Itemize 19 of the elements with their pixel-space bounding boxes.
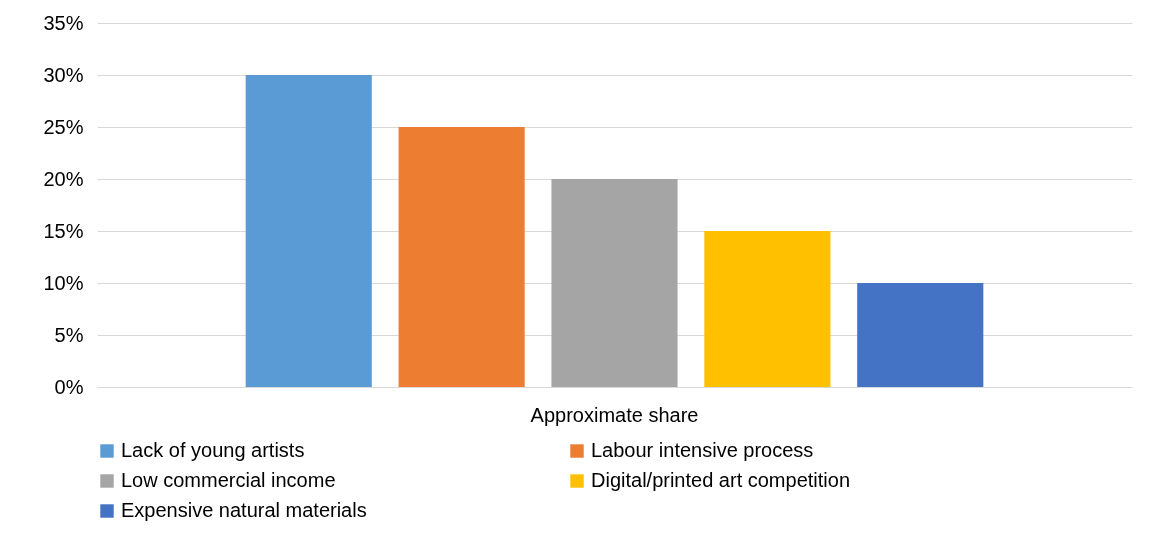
x-tick-label: Approximate share [530,403,699,426]
y-tick-label: 20% [43,167,84,190]
y-tick-label: 5% [54,323,84,346]
y-tick-label: 10% [43,271,84,294]
legend-label: Labour intensive process [591,439,814,461]
bar [551,179,678,387]
legend-label: Digital/printed art competition [591,469,851,491]
y-tick-label: 15% [43,219,84,242]
y-tick-label: 35% [43,11,84,34]
y-tick-label: 25% [43,115,84,138]
legend-label: Low commercial income [121,469,336,491]
bar [245,75,372,387]
y-tick-label: 0% [54,375,84,398]
y-tick-label: 30% [43,63,84,86]
bar [704,231,831,387]
bar [857,283,984,387]
bar [398,127,525,387]
legend-label: Lack of young artists [121,439,305,461]
legend-label: Expensive natural materials [121,499,367,521]
